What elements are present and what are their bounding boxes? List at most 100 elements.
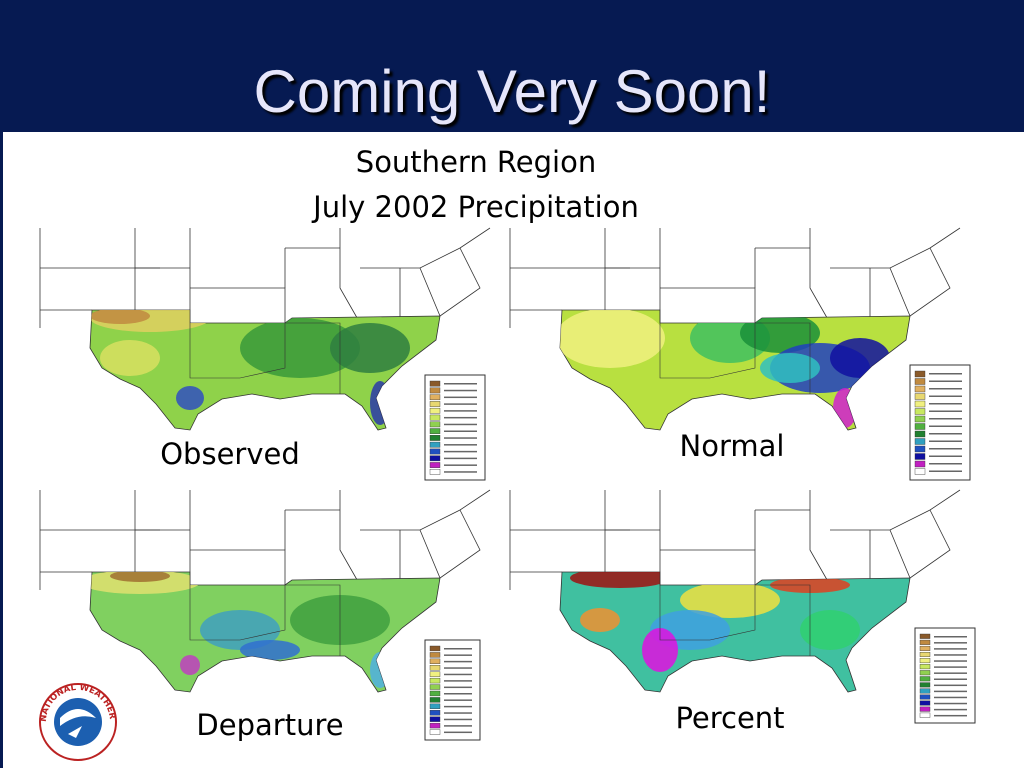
legend-swatch	[429, 665, 441, 671]
legend-text-line	[934, 636, 967, 638]
legend-text-line	[934, 696, 967, 699]
legend	[424, 374, 486, 481]
legend-text-line	[444, 648, 472, 650]
legend-swatch	[429, 455, 441, 462]
legend-swatch	[429, 645, 441, 652]
legend-swatch	[919, 664, 931, 670]
state-border	[339, 490, 361, 586]
legend-swatch	[914, 415, 926, 423]
state-border	[889, 267, 911, 317]
legend-swatch	[429, 414, 441, 421]
precip-area	[240, 318, 360, 378]
legend-text-line	[444, 705, 472, 708]
legend-swatch	[429, 677, 441, 684]
legend-swatch	[914, 393, 926, 400]
precip-area	[110, 572, 170, 582]
legend-swatch	[429, 428, 441, 434]
legend-text-line	[934, 660, 967, 662]
legend-text-line	[444, 396, 477, 399]
legend-swatch	[914, 385, 926, 393]
legend-swatch	[914, 438, 926, 445]
legend-text-line	[444, 699, 472, 701]
precip-area	[90, 310, 150, 324]
legend-text-line	[934, 714, 967, 717]
panel-label: Percent	[675, 701, 784, 735]
legend-text-line	[444, 457, 477, 460]
precip-area	[330, 323, 410, 373]
legend-swatch	[914, 370, 926, 378]
legend-swatch	[429, 722, 441, 729]
legend-swatch	[429, 658, 441, 664]
logo-text: NATIONAL WEATHER SERVICE	[0, 132, 117, 723]
state-border	[909, 509, 951, 579]
legend-swatch	[429, 697, 441, 703]
legend-swatch	[429, 671, 441, 677]
state-border	[419, 267, 441, 317]
legend-swatch	[429, 729, 441, 735]
legend-text-line	[444, 437, 477, 439]
legend-swatch	[429, 401, 441, 407]
precip-area	[370, 652, 390, 688]
legend-swatch	[919, 633, 931, 639]
legend-text-line	[444, 660, 472, 663]
legend-text-line	[929, 455, 962, 457]
legend-text-line	[929, 470, 962, 472]
legend-swatch	[429, 462, 441, 468]
legend-text-line	[444, 731, 472, 734]
legend-text-line	[444, 389, 477, 392]
panel-label: Departure	[196, 708, 343, 742]
state-border	[360, 227, 491, 269]
legend-swatch	[429, 716, 441, 722]
legend-text-line	[444, 680, 472, 682]
legend-swatch	[919, 658, 931, 664]
legend-text-line	[929, 425, 962, 427]
legend-text-line	[444, 403, 477, 405]
legend-text-line	[929, 418, 962, 420]
state-border	[439, 247, 481, 317]
legend-text-line	[929, 388, 962, 390]
legend-text-line	[929, 448, 962, 450]
legend-swatch	[429, 690, 441, 697]
state-border	[190, 287, 286, 323]
legend-swatch	[919, 694, 931, 700]
state-border	[660, 549, 756, 585]
state-border	[419, 529, 441, 579]
precip-area	[570, 572, 670, 588]
legend-text-line	[444, 718, 472, 721]
legend-text-line	[444, 712, 472, 714]
legend-swatch	[914, 423, 926, 430]
legend-swatch	[919, 639, 931, 645]
legend-text-line	[444, 430, 477, 432]
panel-label: Normal	[680, 429, 785, 463]
legend-text-line	[929, 403, 962, 405]
state-border	[660, 287, 756, 323]
precip-area	[760, 353, 820, 383]
legend-swatch	[429, 448, 441, 455]
legend-text-line	[934, 672, 967, 674]
legend-text-line	[929, 410, 962, 412]
legend-swatch	[914, 400, 926, 408]
precip-area	[240, 640, 300, 660]
legend-swatch	[429, 435, 441, 441]
state-border	[809, 228, 831, 324]
precip-area	[176, 386, 204, 410]
legend-text-line	[934, 642, 967, 644]
legend-text-line	[444, 416, 477, 419]
region-pattern	[570, 572, 860, 672]
legend-text-line	[934, 690, 967, 693]
map-panel	[509, 489, 961, 693]
legend-swatch	[914, 445, 926, 453]
legend-text-line	[444, 725, 472, 727]
precip-area	[580, 608, 620, 632]
state-border	[889, 529, 911, 579]
precip-area	[830, 338, 890, 378]
map-panels: Observed Normal Departure Percent	[39, 227, 976, 742]
legend-text-line	[444, 410, 477, 412]
legend-text-line	[934, 684, 967, 687]
figure-title-line: Southern Region	[356, 145, 596, 179]
state-border	[809, 490, 831, 586]
precip-area	[560, 310, 665, 368]
legend-text-line	[929, 463, 962, 465]
legend-swatch	[914, 468, 926, 475]
